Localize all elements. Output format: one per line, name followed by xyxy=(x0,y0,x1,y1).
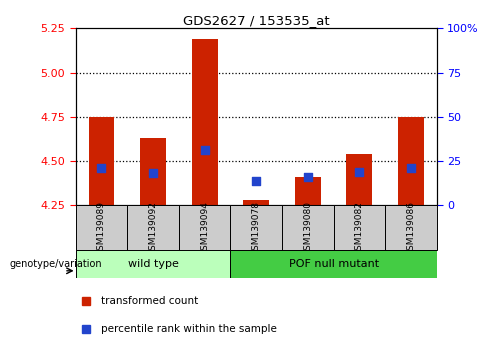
Title: GDS2627 / 153535_at: GDS2627 / 153535_at xyxy=(183,14,329,27)
Bar xyxy=(244,200,269,205)
Bar xyxy=(385,205,437,250)
Text: wild type: wild type xyxy=(127,259,179,269)
Point xyxy=(355,169,363,175)
Point xyxy=(407,165,415,171)
Bar xyxy=(127,205,179,250)
Text: POF null mutant: POF null mutant xyxy=(288,259,379,269)
Text: GSM139080: GSM139080 xyxy=(303,201,312,256)
Text: GSM139078: GSM139078 xyxy=(252,201,261,256)
Text: GSM139082: GSM139082 xyxy=(355,201,364,256)
Text: GSM139094: GSM139094 xyxy=(200,201,209,256)
Point xyxy=(149,171,157,176)
Bar xyxy=(282,205,334,250)
Bar xyxy=(230,250,437,278)
Text: GSM139086: GSM139086 xyxy=(407,201,415,256)
Bar xyxy=(334,205,385,250)
Bar xyxy=(346,154,372,205)
Text: GSM139089: GSM139089 xyxy=(97,201,106,256)
Text: transformed count: transformed count xyxy=(101,296,198,306)
Text: percentile rank within the sample: percentile rank within the sample xyxy=(101,324,277,334)
Text: genotype/variation: genotype/variation xyxy=(10,259,102,269)
Bar xyxy=(140,138,166,205)
Bar xyxy=(76,250,230,278)
Point xyxy=(98,165,105,171)
Text: GSM139092: GSM139092 xyxy=(148,201,158,256)
Bar xyxy=(230,205,282,250)
Point xyxy=(252,178,260,183)
Bar xyxy=(179,205,230,250)
Bar xyxy=(398,117,424,205)
Point xyxy=(304,174,312,180)
Bar xyxy=(88,117,114,205)
Point xyxy=(201,148,208,153)
Bar xyxy=(76,205,127,250)
Bar xyxy=(192,39,218,205)
Bar xyxy=(295,177,321,205)
